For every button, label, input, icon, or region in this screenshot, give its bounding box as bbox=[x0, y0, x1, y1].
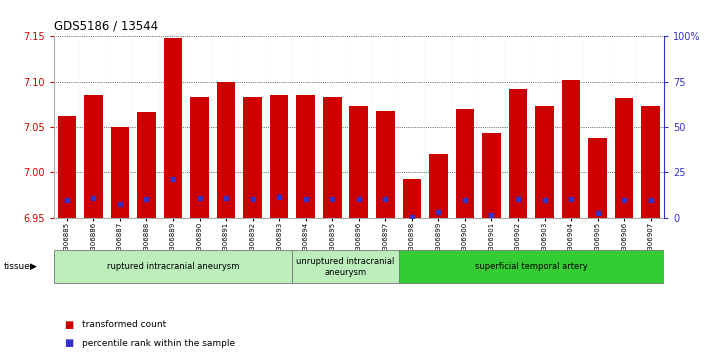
Bar bbox=[106, 36, 134, 218]
Bar bbox=[190, 97, 208, 218]
Bar bbox=[398, 36, 425, 218]
Bar bbox=[638, 36, 664, 218]
Bar bbox=[372, 36, 398, 218]
Bar bbox=[160, 36, 186, 218]
Bar bbox=[84, 95, 103, 218]
Text: unruptured intracranial
aneurysm: unruptured intracranial aneurysm bbox=[296, 257, 395, 277]
Bar bbox=[293, 36, 319, 218]
Bar bbox=[429, 154, 448, 218]
Bar bbox=[531, 36, 558, 218]
Text: superficial temporal artery: superficial temporal artery bbox=[475, 262, 588, 271]
Bar bbox=[584, 36, 611, 218]
Text: tissue: tissue bbox=[4, 262, 31, 271]
Bar bbox=[425, 36, 452, 218]
Bar bbox=[293, 36, 319, 218]
Bar bbox=[482, 134, 501, 218]
Bar bbox=[403, 179, 421, 218]
Bar bbox=[80, 36, 106, 218]
Bar bbox=[243, 97, 262, 218]
Bar bbox=[611, 36, 638, 218]
Bar bbox=[641, 106, 660, 218]
Bar bbox=[349, 106, 368, 218]
FancyBboxPatch shape bbox=[398, 250, 664, 283]
Bar bbox=[531, 36, 558, 218]
Bar bbox=[505, 36, 531, 218]
Bar bbox=[111, 127, 129, 218]
Bar bbox=[319, 36, 346, 218]
FancyBboxPatch shape bbox=[54, 250, 293, 283]
Bar bbox=[106, 36, 134, 218]
Bar bbox=[54, 36, 80, 218]
Bar bbox=[54, 36, 80, 218]
Bar bbox=[160, 36, 186, 218]
Bar bbox=[509, 89, 528, 218]
Bar bbox=[372, 36, 398, 218]
Bar bbox=[266, 36, 293, 218]
Bar bbox=[558, 36, 584, 218]
Bar bbox=[80, 36, 106, 218]
Bar bbox=[452, 36, 478, 218]
Bar bbox=[186, 36, 213, 218]
Bar bbox=[137, 112, 156, 218]
Text: ruptured intracranial aneurysm: ruptured intracranial aneurysm bbox=[107, 262, 239, 271]
Bar bbox=[213, 36, 239, 218]
Text: ▶: ▶ bbox=[30, 262, 37, 271]
Bar bbox=[584, 36, 611, 218]
Bar bbox=[134, 36, 160, 218]
Bar bbox=[478, 36, 505, 218]
Text: ■: ■ bbox=[64, 338, 74, 348]
Bar bbox=[58, 116, 76, 218]
Text: ■: ■ bbox=[64, 320, 74, 330]
Bar bbox=[638, 36, 664, 218]
Bar bbox=[213, 36, 239, 218]
Bar bbox=[323, 97, 341, 218]
Bar bbox=[186, 36, 213, 218]
Bar bbox=[615, 98, 633, 218]
Bar bbox=[562, 80, 580, 218]
Bar bbox=[398, 36, 425, 218]
Bar bbox=[296, 95, 315, 218]
Bar bbox=[319, 36, 346, 218]
Bar bbox=[134, 36, 160, 218]
Bar bbox=[536, 106, 554, 218]
Bar bbox=[456, 109, 474, 218]
Bar bbox=[505, 36, 531, 218]
Bar bbox=[270, 95, 288, 218]
Bar bbox=[452, 36, 478, 218]
Bar bbox=[478, 36, 505, 218]
Bar bbox=[164, 38, 182, 218]
Bar bbox=[346, 36, 372, 218]
Text: transformed count: transformed count bbox=[82, 321, 166, 329]
Bar bbox=[239, 36, 266, 218]
Text: percentile rank within the sample: percentile rank within the sample bbox=[82, 339, 235, 347]
Bar bbox=[239, 36, 266, 218]
Bar bbox=[588, 138, 607, 218]
FancyBboxPatch shape bbox=[293, 250, 398, 283]
Text: GDS5186 / 13544: GDS5186 / 13544 bbox=[54, 20, 158, 33]
Bar bbox=[376, 111, 395, 218]
Bar bbox=[611, 36, 638, 218]
Bar bbox=[217, 82, 236, 218]
Bar bbox=[425, 36, 452, 218]
Bar bbox=[558, 36, 584, 218]
Bar bbox=[346, 36, 372, 218]
Bar bbox=[266, 36, 293, 218]
